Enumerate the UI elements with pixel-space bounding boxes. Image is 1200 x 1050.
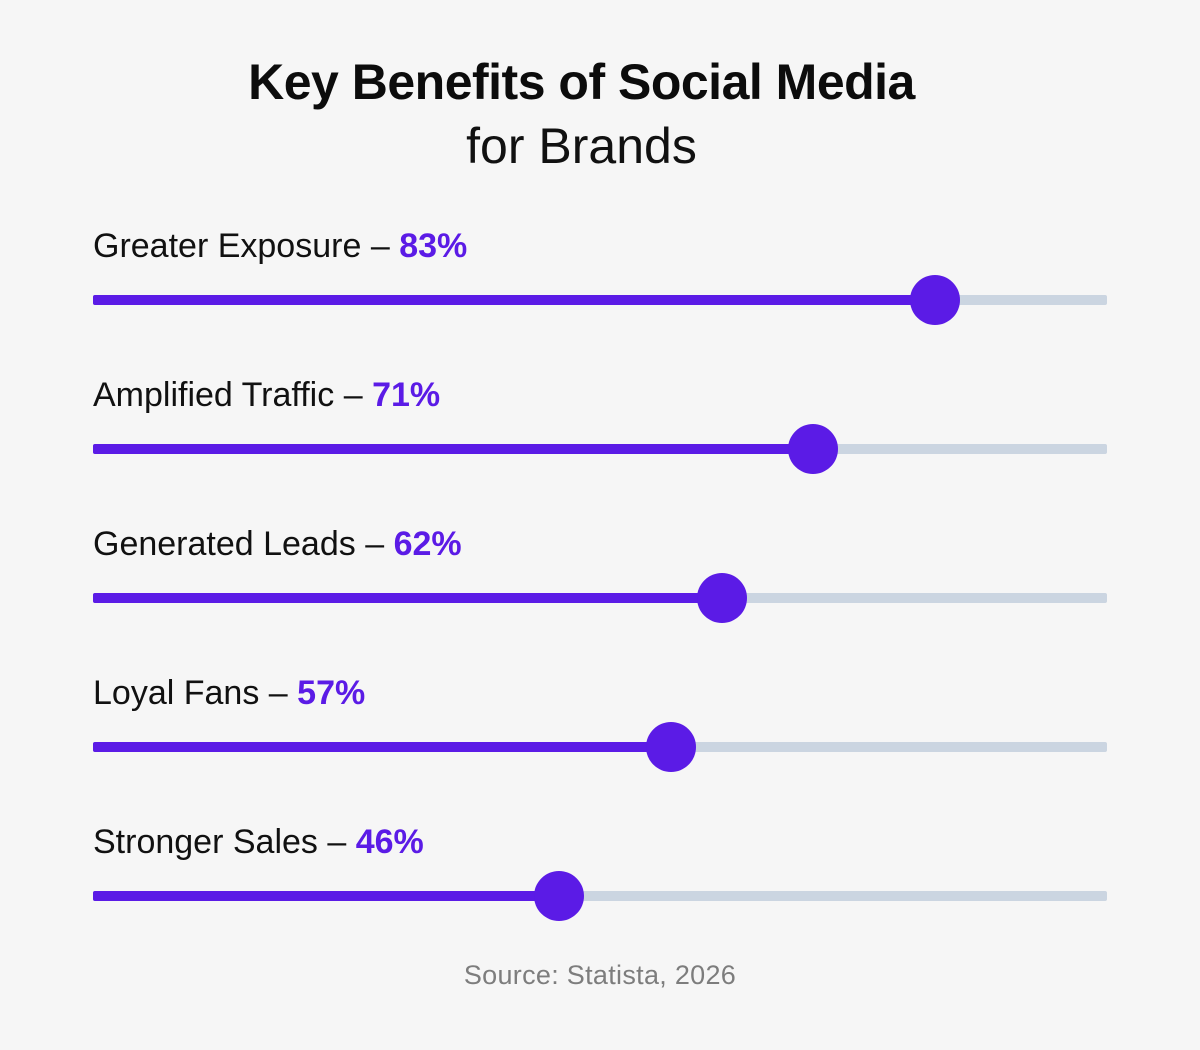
bar-track (93, 275, 1107, 325)
bar-knob (787, 424, 838, 474)
bar-label: Stronger Sales – 46% (93, 820, 424, 864)
bar-knob (909, 275, 960, 325)
bar-fill (93, 444, 813, 454)
bar-track (93, 424, 1107, 474)
category-label: Stronger Sales (93, 823, 318, 861)
bar-track (93, 722, 1107, 772)
bar-row-greater-exposure: Greater Exposure – 83% (93, 222, 1107, 371)
label-separator: – (327, 823, 347, 861)
bar-label: Amplified Traffic – 71% (93, 373, 440, 417)
chart-title-line-2: for Brands (466, 118, 697, 174)
value-label: 57% (297, 674, 366, 712)
category-label: Generated Leads (93, 525, 356, 563)
label-separator: – (343, 376, 363, 414)
bar-track (93, 573, 1107, 623)
chart-title-line-1: Key Benefits of Social Media (248, 54, 915, 110)
bar-fill (93, 295, 935, 305)
bar-fill (93, 742, 671, 752)
bar-row-amplified-traffic: Amplified Traffic – 71% (93, 371, 1107, 520)
value-label: 62% (393, 525, 462, 563)
bar-row-stronger-sales: Stronger Sales – 46% (93, 818, 1107, 967)
bar-label: Loyal Fans – 57% (93, 671, 365, 715)
category-label: Greater Exposure (93, 227, 362, 265)
chart-title: Key Benefits of Social Media for Brands (0, 52, 1163, 176)
bar-list: Greater Exposure – 83% Amplified Traffic… (93, 222, 1107, 967)
bar-row-loyal-fans: Loyal Fans – 57% (93, 669, 1107, 818)
bar-fill (93, 593, 722, 603)
label-separator: – (370, 227, 390, 265)
value-label: 71% (372, 376, 441, 414)
value-label: 46% (355, 823, 424, 861)
bar-fill (93, 891, 560, 901)
label-separator: – (268, 674, 288, 712)
label-separator: – (365, 525, 385, 563)
bar-row-generated-leads: Generated Leads – 62% (93, 520, 1107, 669)
value-label: 83% (399, 227, 468, 265)
bar-track (93, 871, 1107, 921)
bar-knob (534, 871, 585, 921)
category-label: Amplified Traffic (93, 376, 335, 414)
category-label: Loyal Fans (93, 674, 260, 712)
bar-knob (696, 573, 747, 623)
bar-label: Generated Leads – 62% (93, 522, 462, 566)
bar-label: Greater Exposure – 83% (93, 224, 467, 268)
source-note: Source: Statista, 2026 (463, 960, 737, 990)
bar-knob (645, 722, 696, 772)
